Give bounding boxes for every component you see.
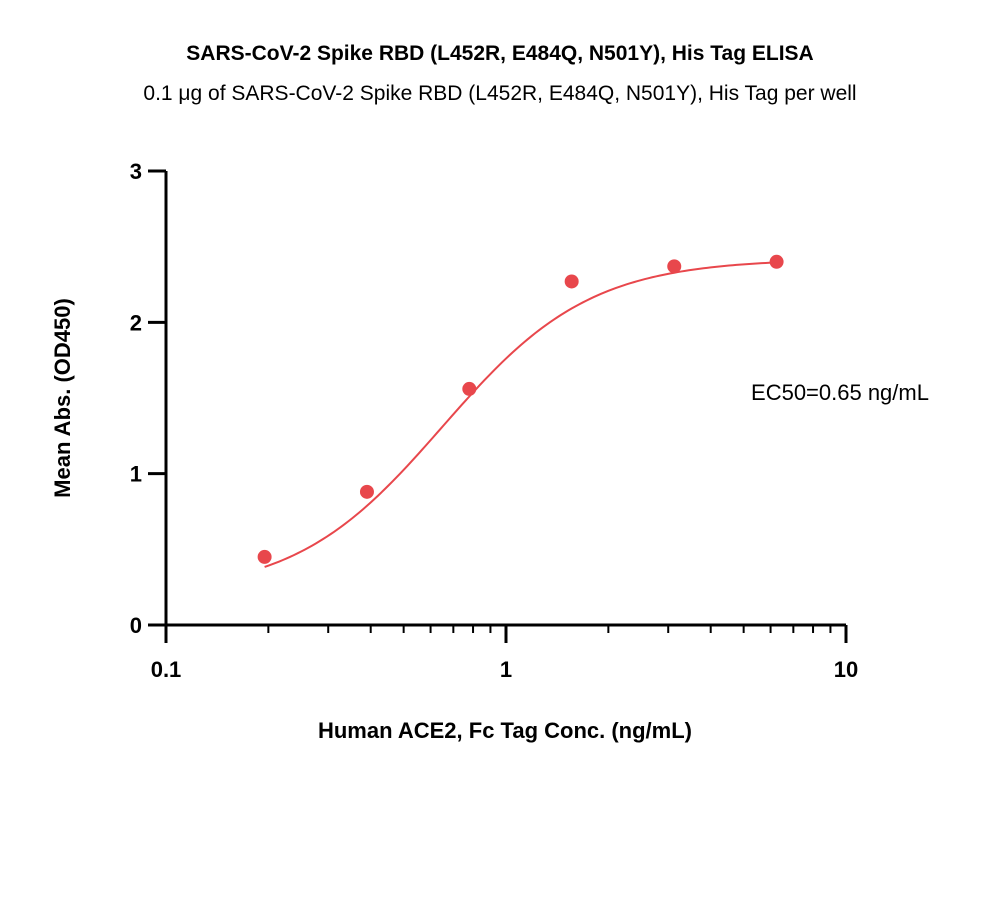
x-tick-label: 1 (500, 657, 512, 682)
data-point (359, 484, 374, 499)
fit-layer (264, 261, 777, 568)
chart-subtitle: 0.1 μg of SARS-CoV-2 Spike RBD (L452R, E… (143, 82, 856, 105)
data-point (769, 254, 784, 269)
x-ticks: 0.1 1 10 (151, 625, 858, 682)
y-tick-label: 3 (130, 159, 142, 184)
y-ticks: 0 1 2 3 (130, 159, 166, 638)
data-point (257, 549, 272, 564)
ec50-annotation: EC50=0.65 ng/mL (751, 380, 929, 405)
chart-title: SARS-CoV-2 Spike RBD (L452R, E484Q, N501… (186, 42, 813, 65)
fit-curve (264, 261, 777, 568)
x-tick-label: 10 (834, 657, 858, 682)
y-tick-label: 2 (130, 310, 142, 335)
y-axis-label: Mean Abs. (OD450) (50, 298, 75, 498)
x-tick-label: 0.1 (151, 657, 182, 682)
points-layer (257, 254, 784, 564)
data-point (564, 274, 579, 289)
y-tick-label: 0 (130, 613, 142, 638)
data-point (667, 259, 682, 274)
x-axis-label: Human ACE2, Fc Tag Conc. (ng/mL) (318, 718, 692, 743)
data-point (462, 381, 477, 396)
y-tick-label: 1 (130, 462, 142, 487)
